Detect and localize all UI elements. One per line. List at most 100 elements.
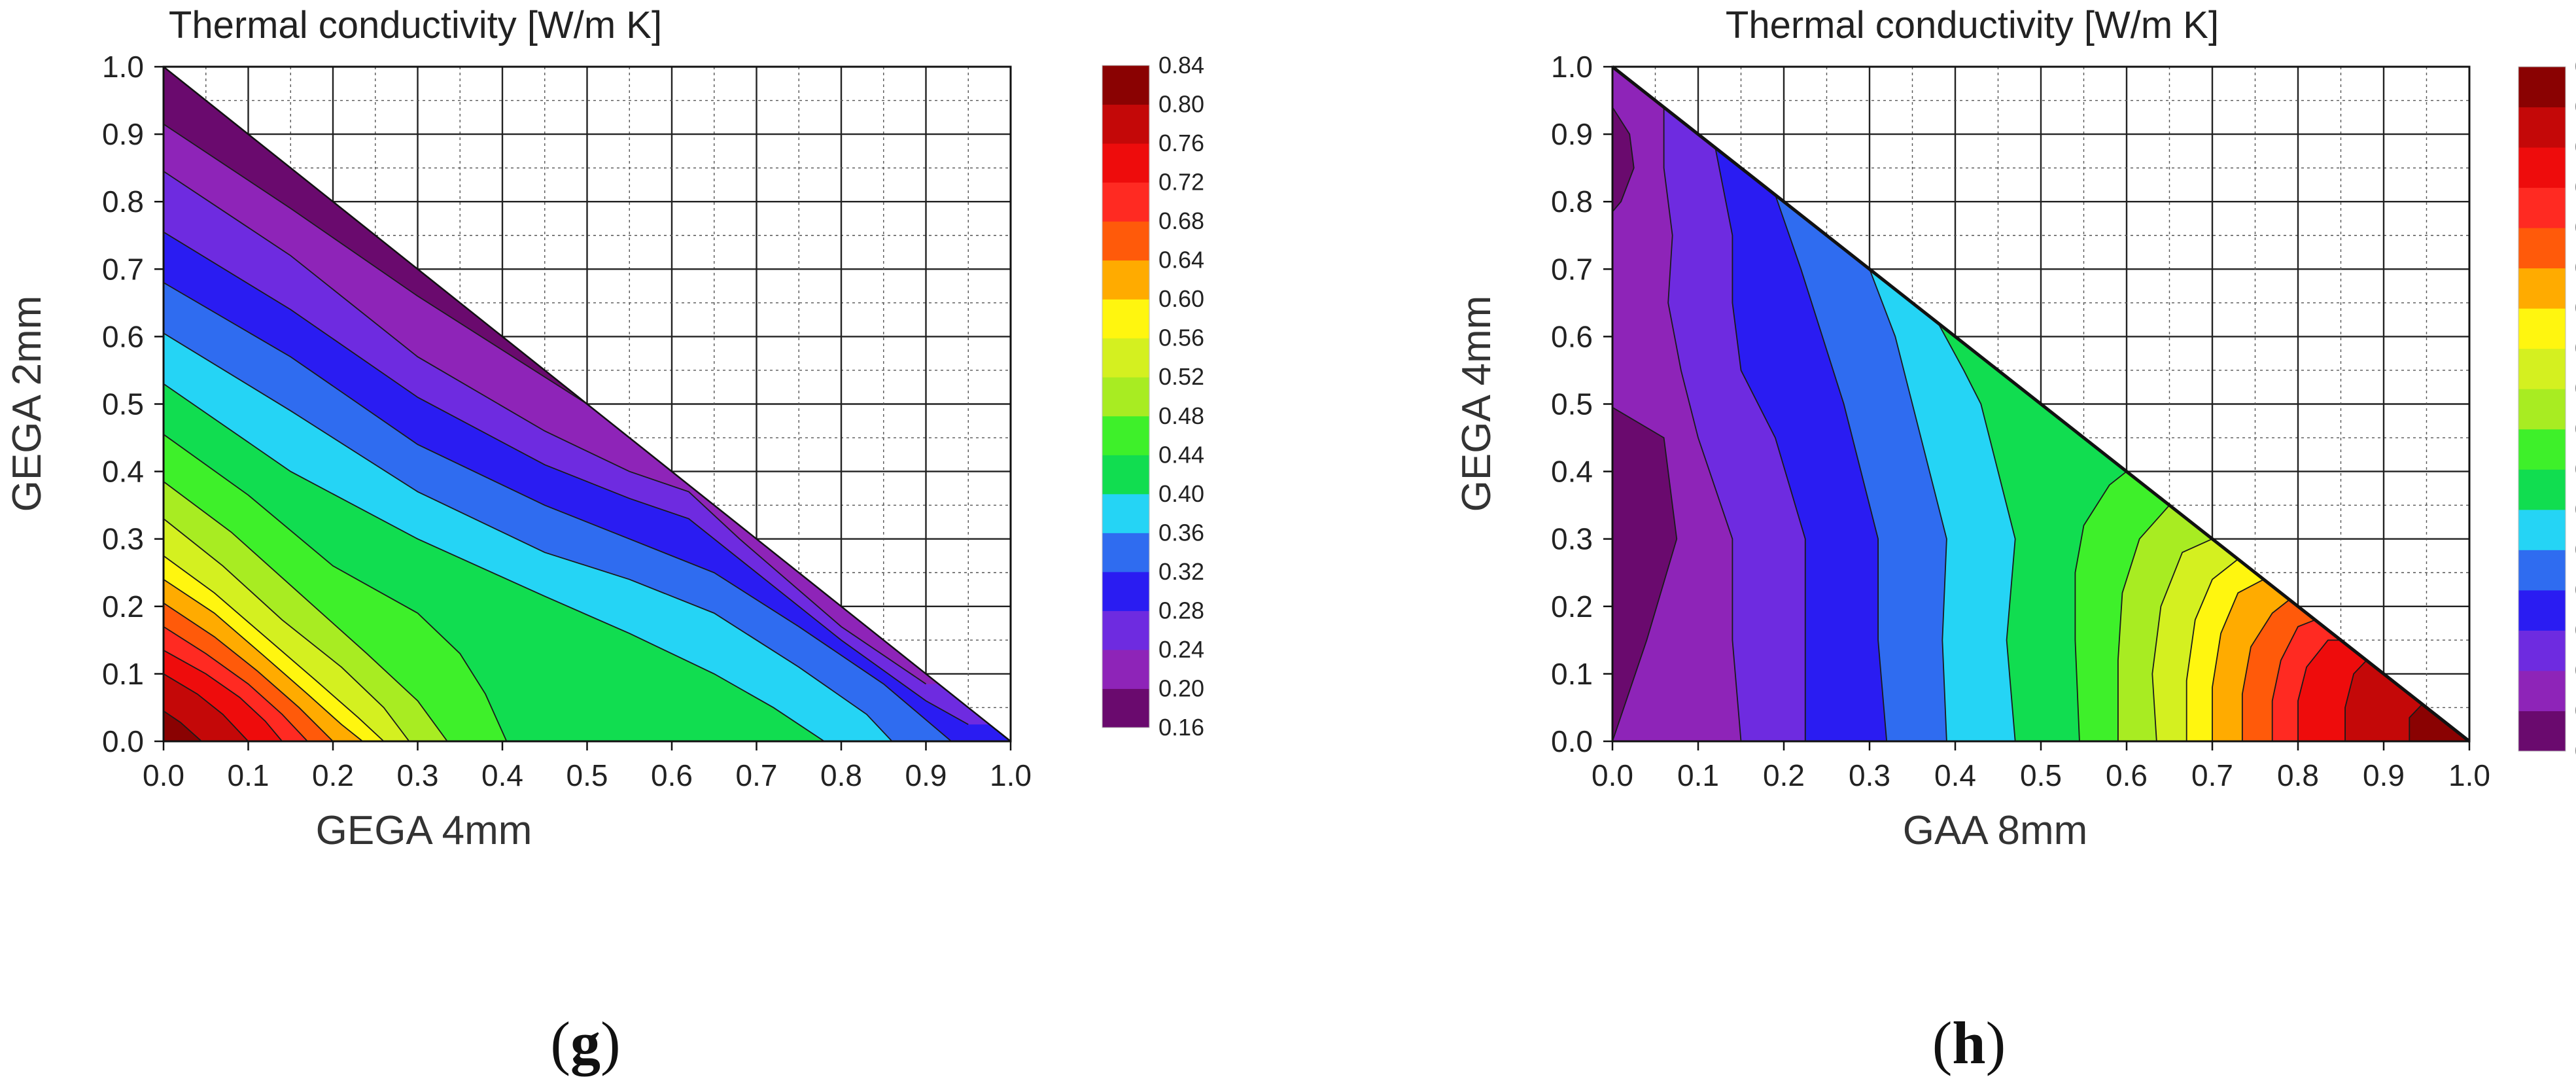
chart-g-contour-0.60	[164, 578, 363, 741]
panel-label-g-open: (	[550, 1010, 570, 1076]
chart-g-y-tick-label: 0.9	[102, 117, 144, 151]
chart-h-contour-0.20	[1612, 107, 1635, 213]
chart-h-y-tick-label: 0.4	[1551, 455, 1593, 489]
chart-g-contour-0.80	[164, 710, 202, 741]
chart-g-colorbar-label: 0.84	[1158, 52, 1204, 79]
chart-h-y-axis-label: GEGA 4mm	[1454, 296, 1499, 512]
chart-h-colorbar-border	[2518, 66, 2566, 752]
chart-h-colorbar-label: 0.36	[2575, 536, 2576, 563]
chart-g-colorbar-swatch	[1102, 493, 1149, 533]
chart-h-contour-lines	[1612, 107, 2423, 741]
chart-g-y-axis-label: GEGA 2mm	[5, 296, 50, 512]
chart-h-colorbar: 0.16 0.20 0.24 0.28 0.32 0.36 0.40 0.44 0.48 0.52…	[2518, 53, 2576, 764]
chart-g-contour-0.68	[164, 625, 308, 741]
chart-g-contour-0.72	[164, 650, 283, 741]
chart-g-colorbar-swatch	[1102, 610, 1149, 650]
chart-h-contour-0.44	[2074, 470, 2127, 741]
chart-g-contour-0.48	[164, 481, 448, 741]
chart-g-colorbar-label: 0.48	[1158, 402, 1204, 429]
chart-g-y-tick-label: 0.1	[102, 657, 144, 691]
chart-g-x-tick-label: 0.5	[566, 758, 608, 792]
chart-h-y-tick-label: 0.8	[1551, 185, 1593, 219]
chart-h-colorbar-swatch	[2518, 187, 2566, 228]
chart-h-colorbar-swatch	[2518, 268, 2566, 309]
chart-g-contour-0.24	[164, 171, 927, 685]
chart-h-contour-0.60	[2212, 578, 2265, 741]
chart-h-title: Thermal conductivity [W/m K]	[1726, 4, 2219, 46]
panel-label-h-close: )	[1986, 1010, 2006, 1076]
chart-g-band-0.76-over	[164, 673, 249, 741]
chart-g-colorbar-swatch	[1102, 104, 1149, 144]
chart-g-colorbar-label: 0.36	[1158, 519, 1204, 546]
chart-h-x-axis-label: GAA 8mm	[1903, 808, 2088, 853]
chart-g-colorbar-swatch	[1102, 182, 1149, 222]
chart-g-colorbar-swatch	[1102, 455, 1149, 495]
chart-h-contour-0.80	[2409, 703, 2423, 741]
chart-h-y-ticks: 0.0 0.1 0.2 0.3 0.4 0.5 0.6 0.7 0.8 0.9 1.0	[1551, 50, 1612, 758]
chart-g-y-tick-label: 0.0	[102, 724, 144, 758]
chart-h-y-tick-label: 1.0	[1551, 50, 1593, 84]
chart-h-colorbar-label: 0.20	[2575, 697, 2576, 724]
chart-h-band-0.36-over	[1835, 67, 2469, 741]
chart-g-contour-0.28	[164, 231, 969, 726]
chart-g-title: Thermal conductivity [W/m K]	[169, 4, 662, 46]
chart-g-colorbar-label: 0.52	[1158, 363, 1204, 390]
chart-h-colorbar-label: 0.72	[2575, 174, 2576, 201]
chart-g-x-tick-label: 0.0	[143, 758, 184, 792]
chart-h-colorbar-label: 0.44	[2575, 455, 2576, 482]
chart-h-colorbar-swatch	[2518, 711, 2566, 752]
chart-h-colorbar-swatch	[2518, 630, 2566, 671]
chart-h-colorbar-label: 0.68	[2575, 214, 2576, 241]
chart-h-x-tick-label: 0.4	[1934, 758, 1976, 792]
chart-g-x-tick-label: 0.6	[651, 758, 693, 792]
chart-g-y-tick-label: 0.8	[102, 185, 144, 219]
chart-g-colorbar-label: 0.68	[1158, 207, 1204, 234]
chart-g-colorbar-border	[1102, 65, 1150, 728]
chart-h-colorbar-swatch	[2518, 550, 2566, 591]
chart-g-contour-0.56	[164, 555, 385, 741]
panel-label-h-open: (	[1932, 1010, 1953, 1076]
chart-h-contour-0.24	[1663, 107, 1742, 741]
chart-h-contour-0.68	[2271, 619, 2316, 741]
chart-h-contour-0.76	[2344, 660, 2367, 741]
chart-g-colorbar-label: 0.16	[1158, 714, 1204, 741]
chart-h-boundary-line	[1611, 65, 2471, 743]
chart-h-contour-0.56	[2185, 558, 2238, 741]
chart-g-x-tick-label: 0.7	[736, 758, 778, 792]
chart-h-x-tick-label: 0.1	[1677, 758, 1719, 792]
chart-h-contour-0.32	[1775, 194, 1888, 741]
chart-h-band-0.48	[2117, 100, 2469, 741]
chart-g-x-tick-label: 0.8	[820, 758, 862, 792]
chart-h-colorbar-label: 0.16	[2575, 737, 2576, 764]
chart-h-colorbar-swatch	[2518, 228, 2566, 269]
chart-g-band-0.64-over	[164, 603, 333, 741]
chart-g-contour-lines	[164, 123, 969, 741]
chart-h-x-tick-label: 0.2	[1763, 758, 1805, 792]
panel-label-g-close: )	[600, 1010, 621, 1076]
chart-h-colorbar-swatch	[2518, 107, 2566, 148]
chart-h-x-tick-label: 0.8	[2277, 758, 2319, 792]
chart-g-contour-0.40	[164, 383, 825, 741]
chart-g-band-0.68-over	[164, 626, 308, 741]
chart-g-y-tick-label: 0.3	[102, 522, 144, 556]
chart-h-colorbar-swatch	[2518, 590, 2566, 631]
chart-g-colorbar-label: 0.56	[1158, 325, 1204, 351]
chart-h-colorbar-swatch	[2518, 429, 2566, 470]
chart-g-x-ticks: 0.0 0.1 0.2 0.3 0.4 0.5 0.6 0.7 0.8 0.9 1.0	[143, 741, 1032, 792]
chart-h-colorbar-label: 0.80	[2575, 94, 2576, 120]
panel-label-g: (g)	[550, 1010, 620, 1076]
chart-h-colorbar-label: 0.60	[2575, 294, 2576, 321]
chart-g-contour-0.32	[164, 282, 952, 741]
chart-h-y-tick-label: 0.7	[1551, 252, 1593, 286]
chart-h-y-tick-label: 0.1	[1551, 657, 1593, 691]
chart-h-contour-0.40	[1938, 323, 2016, 741]
chart-g-colorbar-label: 0.64	[1158, 247, 1204, 273]
chart-g-colorbar-swatch	[1102, 299, 1149, 339]
chart-h-colorbar-swatch	[2518, 67, 2566, 108]
chart-h-band-0.40-over	[1938, 67, 2469, 741]
chart-h-contour-0.28	[1714, 147, 1806, 741]
chart-g-colorbar-swatch	[1102, 688, 1149, 728]
chart-g-x-tick-label: 0.3	[397, 758, 439, 792]
chart-g-x-tick-label: 1.0	[990, 758, 1032, 792]
chart-g-contour-0.44	[164, 434, 508, 741]
